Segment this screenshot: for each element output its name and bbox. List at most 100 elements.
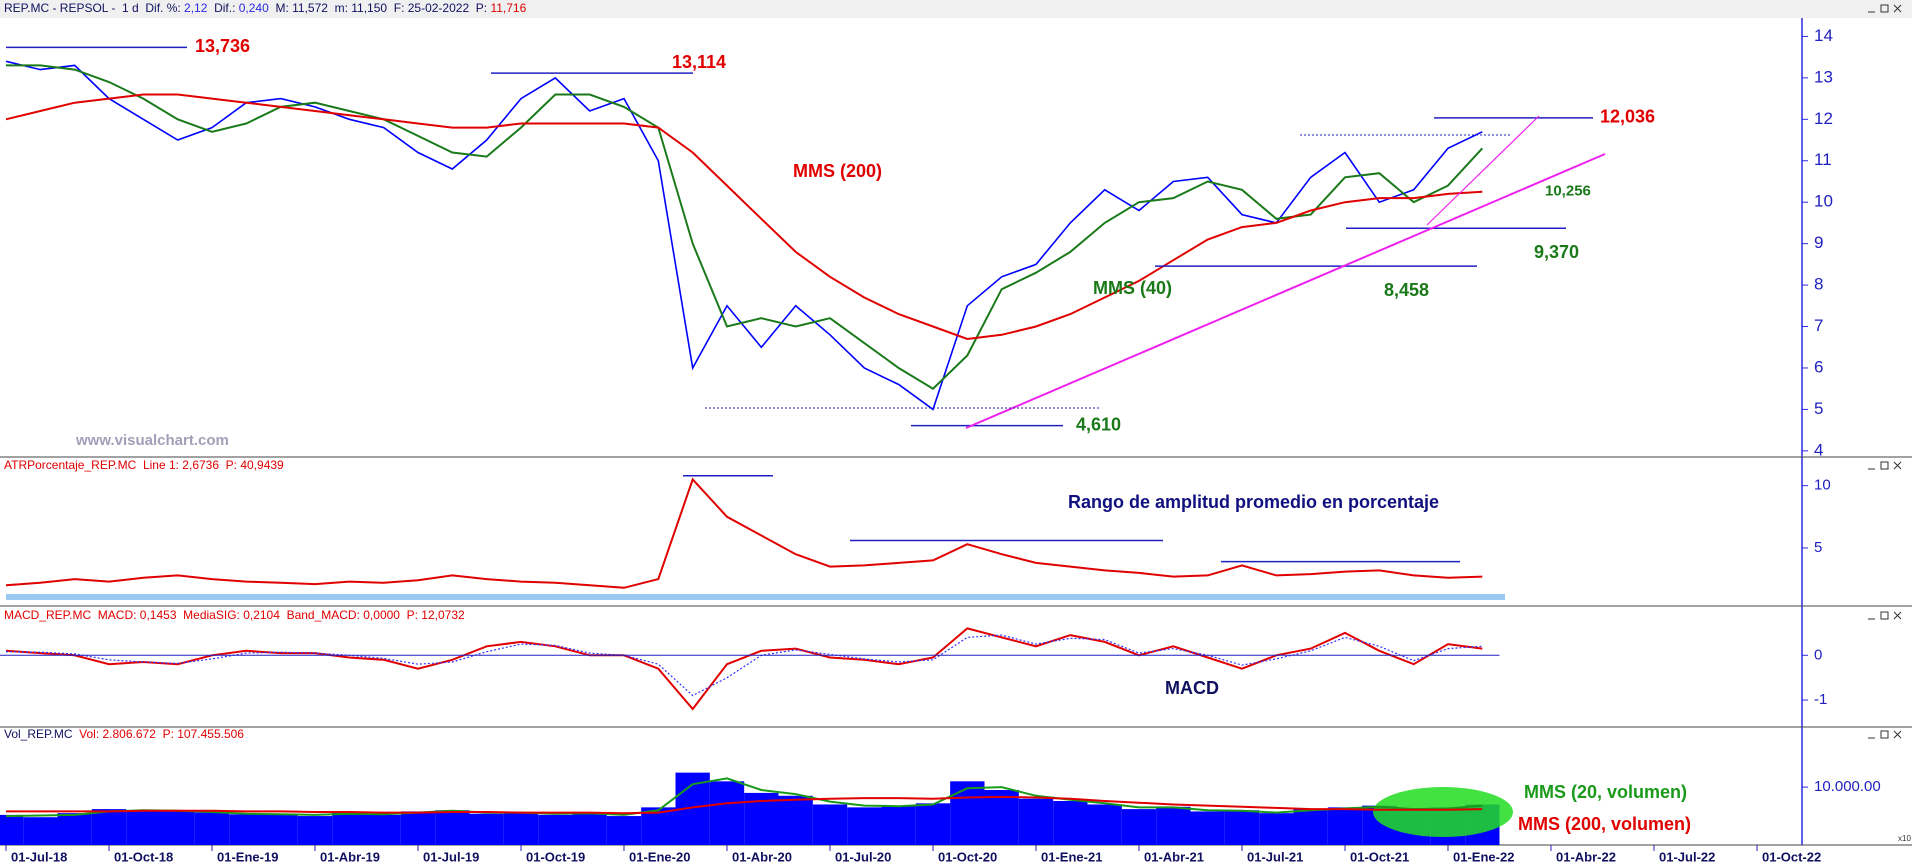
volume-bar [126, 811, 161, 845]
series-line [6, 795, 1483, 815]
window-maximize [1880, 461, 1889, 470]
level-label: 13,736 [195, 36, 250, 56]
volume-bar [606, 816, 642, 845]
volume-bar [881, 805, 916, 845]
series-line [6, 64, 1484, 390]
x-tick-label: 01-Jul-22 [1659, 849, 1715, 864]
x-tick-label: 01-Ene-21 [1041, 849, 1102, 864]
title-part: Vol: 2.806.672 [72, 727, 162, 741]
x-tick-label: 01-Jul-18 [11, 849, 67, 864]
series-line [5, 627, 1483, 711]
title-part: MACD_REP.MC MACD: 0,1453 MediaSIG: 0,210… [4, 608, 465, 622]
watermark: www.visualchart.com [75, 432, 229, 449]
y-tick-label: 9 [1814, 233, 1823, 252]
title-part: REP.MC - REPSOL - 1 d Dif. %: [4, 1, 184, 15]
volume-bar [1293, 809, 1328, 845]
panel-title: MACD_REP.MC MACD: 0,1453 MediaSIG: 0,210… [4, 608, 465, 622]
x-tick-label: 01-Abr-21 [1144, 849, 1204, 864]
series-label: MMS (200, volumen) [1518, 814, 1691, 834]
series-line [5, 634, 1483, 697]
level-label: 12,036 [1600, 107, 1655, 127]
x-tick-label: 01-Abr-22 [1556, 849, 1616, 864]
title-part: Vol_REP.MC [4, 727, 73, 741]
volume-bar [950, 781, 985, 845]
y-tick-label: 5 [1814, 539, 1822, 556]
volume-bar [709, 781, 745, 845]
y-tick-label: 5 [1814, 399, 1823, 418]
x-tick-label: 01-Oct-20 [938, 849, 997, 864]
title-part: Dif.: [207, 1, 238, 15]
volume-bar [1087, 804, 1122, 845]
title-part: M: 11,572 m: 11,150 F: 25-02-2022 [269, 1, 476, 15]
y-tick-label: 10 [1814, 192, 1833, 211]
volume-bar [23, 817, 58, 845]
series-line [5, 477, 1483, 589]
title-part: 0,240 [239, 1, 269, 15]
y-tick-label: 11 [1814, 150, 1832, 169]
volume-bar [435, 810, 470, 845]
volume-bar [1121, 809, 1157, 845]
title-part: 2,12 [184, 1, 208, 15]
volume-bar [1224, 810, 1260, 845]
window-maximize [1880, 730, 1889, 739]
series-line [5, 777, 1483, 818]
y-tick-label: 13 [1814, 67, 1833, 86]
volume-bar [263, 813, 298, 845]
scale-note: x10 [1898, 834, 1911, 843]
series-label: MMS (200) [793, 161, 882, 181]
volume-bar [778, 795, 813, 845]
x-tick-label: 01-Oct-22 [1762, 849, 1821, 864]
window-maximize [1880, 611, 1889, 620]
volume-bar [915, 803, 951, 845]
trend-line [965, 153, 1606, 429]
volume-bar [91, 809, 127, 845]
volume-bar [1327, 807, 1363, 845]
y-tick-label: 8 [1814, 275, 1823, 294]
volume-bar [503, 812, 539, 845]
window-close [1893, 461, 1902, 470]
volume-bar [469, 813, 504, 845]
y-tick-label: 10.000.00 [1814, 778, 1881, 795]
volume-bar [1053, 801, 1088, 845]
axis-area [1802, 18, 1912, 867]
volume-bar [229, 814, 264, 845]
volume-bar [538, 814, 573, 845]
y-tick-label: 7 [1814, 316, 1823, 335]
title-part: P: [476, 1, 491, 15]
volume-bar [366, 814, 401, 845]
panel-title: REP.MC - REPSOL - 1 d Dif. %: 2,12 Dif.:… [4, 1, 527, 15]
level-label: 10,256 [1545, 183, 1591, 200]
x-tick-label: 01-Jul-20 [835, 849, 891, 864]
y-tick-label: 12 [1814, 109, 1833, 128]
volume-bar [0, 814, 24, 845]
title-part: ATRPorcentaje_REP.MC Line 1: 2,6736 P: 4… [4, 458, 284, 472]
trend-line [1426, 115, 1540, 226]
level-label: 13,114 [672, 52, 726, 72]
volume-bar [57, 813, 92, 845]
series-label: MMS (20, volumen) [1524, 782, 1687, 802]
x-tick-label: 01-Abr-20 [732, 849, 792, 864]
volume-bar [297, 816, 333, 845]
series-line [5, 60, 1483, 411]
title-part: P: 107.455.506 [163, 727, 245, 741]
x-tick-label: 01-Abr-19 [320, 849, 380, 864]
window-close [1893, 4, 1902, 13]
y-tick-label: 4 [1814, 440, 1823, 459]
volume-bar [1259, 813, 1294, 845]
level-label: 9,370 [1534, 242, 1579, 262]
title-part: 11,716 [490, 1, 526, 15]
series-label: MMS (40) [1093, 278, 1172, 298]
series-label: MACD [1165, 678, 1219, 698]
volume-bar [332, 812, 367, 845]
x-tick-label: 01-Oct-19 [526, 849, 585, 864]
x-tick-label: 01-Jul-19 [423, 849, 479, 864]
level-label: 4,610 [1076, 414, 1121, 434]
x-tick-label: 01-Oct-21 [1350, 849, 1409, 864]
y-tick-label: 10 [1814, 477, 1831, 494]
x-tick-label: 01-Ene-22 [1453, 849, 1514, 864]
volume-bar [984, 790, 1019, 845]
y-tick-label: 14 [1814, 26, 1833, 45]
x-tick-label: 01-Ene-19 [217, 849, 278, 864]
volume-bar [1018, 798, 1054, 845]
volume-bar [400, 811, 436, 845]
